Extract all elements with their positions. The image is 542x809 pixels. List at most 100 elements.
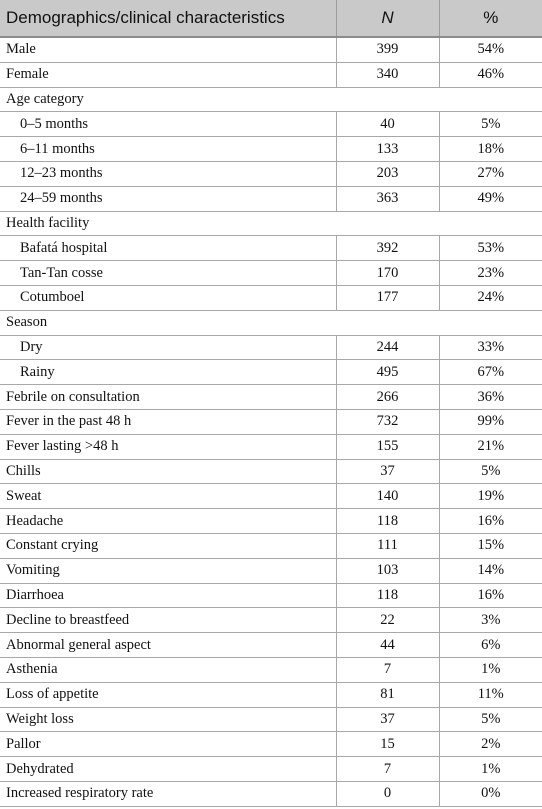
percent-cell: 21% xyxy=(438,434,542,460)
percent-cell: 23% xyxy=(438,260,542,286)
table-row: Sweat 140 19% xyxy=(0,483,542,510)
count-cell: 118 xyxy=(335,583,439,609)
percent-cell: 36% xyxy=(438,384,542,410)
count-cell: 37 xyxy=(335,707,439,733)
table-row: Vomiting 103 14% xyxy=(0,558,542,584)
percent-cell: 18% xyxy=(438,136,542,162)
characteristic-label: Increased respiratory rate xyxy=(0,781,336,807)
count-cell: 40 xyxy=(335,111,439,138)
count-cell: 203 xyxy=(335,161,439,187)
characteristic-label: Abnormal general aspect xyxy=(0,632,336,658)
characteristic-label: Fever in the past 48 h xyxy=(0,409,336,435)
characteristic-label: Bafatá hospital xyxy=(0,235,336,262)
header-percent: % xyxy=(438,0,542,38)
section-label: Age category xyxy=(0,87,542,113)
count-cell: 133 xyxy=(335,136,439,162)
count-cell: 244 xyxy=(335,335,439,361)
percent-cell: 1% xyxy=(438,657,542,683)
characteristic-label: 6–11 months xyxy=(0,136,336,162)
section-label: Season xyxy=(0,310,542,336)
characteristic-label: Decline to breastfeed xyxy=(0,607,336,634)
table-row: Headache 118 16% xyxy=(0,508,542,534)
table-row: Rainy 495 67% xyxy=(0,359,542,386)
count-cell: 340 xyxy=(335,62,439,88)
section-row: Season xyxy=(0,310,542,336)
percent-cell: 6% xyxy=(438,632,542,658)
count-cell: 111 xyxy=(335,533,439,559)
table-row: Weight loss 37 5% xyxy=(0,707,542,733)
table-row: Cotumboel 177 24% xyxy=(0,285,542,311)
count-cell: 399 xyxy=(335,37,439,63)
count-cell: 266 xyxy=(335,384,439,410)
percent-cell: 24% xyxy=(438,285,542,311)
table-row: Febrile on consultation 266 36% xyxy=(0,384,542,410)
percent-cell: 19% xyxy=(438,483,542,510)
count-cell: 177 xyxy=(335,285,439,311)
percent-cell: 14% xyxy=(438,558,542,584)
table-row: Constant crying 111 15% xyxy=(0,533,542,559)
section-row: Age category xyxy=(0,87,542,113)
table-row: Increased respiratory rate 0 0% xyxy=(0,781,542,807)
characteristic-label: Cotumboel xyxy=(0,285,336,311)
count-cell: 15 xyxy=(335,731,439,758)
characteristic-label: Headache xyxy=(0,508,336,534)
characteristic-label: Loss of appetite xyxy=(0,682,336,708)
characteristic-label: Dehydrated xyxy=(0,756,336,782)
characteristic-label: 12–23 months xyxy=(0,161,336,187)
percent-cell: 49% xyxy=(438,186,542,212)
characteristic-label: Constant crying xyxy=(0,533,336,559)
table-row: 12–23 months 203 27% xyxy=(0,161,542,187)
percent-cell: 27% xyxy=(438,161,542,187)
count-cell: 22 xyxy=(335,607,439,634)
characteristic-label: Vomiting xyxy=(0,558,336,584)
characteristic-label: Febrile on consultation xyxy=(0,384,336,410)
count-cell: 392 xyxy=(335,235,439,262)
percent-cell: 2% xyxy=(438,731,542,758)
characteristic-label: Pallor xyxy=(0,731,336,758)
characteristic-label: Sweat xyxy=(0,483,336,510)
characteristic-label: 24–59 months xyxy=(0,186,336,212)
characteristic-label: Rainy xyxy=(0,359,336,386)
header-characteristics: Demographics/clinical characteristics xyxy=(0,0,336,38)
characteristic-label: Dry xyxy=(0,335,336,361)
count-cell: 118 xyxy=(335,508,439,534)
table-row: Tan-Tan cosse 170 23% xyxy=(0,260,542,286)
table-row: Abnormal general aspect 44 6% xyxy=(0,632,542,658)
count-cell: 0 xyxy=(335,781,439,807)
table-row: 24–59 months 363 49% xyxy=(0,186,542,212)
characteristic-label: 0–5 months xyxy=(0,111,336,138)
percent-cell: 5% xyxy=(438,707,542,733)
characteristic-label: Fever lasting >48 h xyxy=(0,434,336,460)
table-body: Male 399 54% Female 340 46% Age category 0–5 mo… xyxy=(0,37,542,807)
table-row: Diarrhoea 118 16% xyxy=(0,583,542,609)
table-row: Bafatá hospital 392 53% xyxy=(0,235,542,262)
table-row: Fever lasting >48 h 155 21% xyxy=(0,434,542,460)
table-row: Decline to breastfeed 22 3% xyxy=(0,607,542,634)
percent-cell: 16% xyxy=(438,508,542,534)
table-row: Asthenia 7 1% xyxy=(0,657,542,683)
count-cell: 7 xyxy=(335,756,439,782)
table-row: Chills 37 5% xyxy=(0,459,542,485)
header-n: N xyxy=(335,0,439,38)
count-cell: 363 xyxy=(335,186,439,212)
header-row: Demographics/clinical characteristics N … xyxy=(0,0,542,38)
percent-cell: 99% xyxy=(438,409,542,435)
table-row: Female 340 46% xyxy=(0,62,542,88)
table-row: Dehydrated 7 1% xyxy=(0,756,542,782)
percent-cell: 11% xyxy=(438,682,542,708)
characteristic-label: Chills xyxy=(0,459,336,485)
table-row: Dry 244 33% xyxy=(0,335,542,361)
characteristic-label: Diarrhoea xyxy=(0,583,336,609)
section-row: Health facility xyxy=(0,211,542,237)
percent-cell: 5% xyxy=(438,459,542,485)
table-row: Male 399 54% xyxy=(0,37,542,63)
count-cell: 81 xyxy=(335,682,439,708)
percent-cell: 67% xyxy=(438,359,542,386)
table-row: Pallor 15 2% xyxy=(0,731,542,758)
percent-cell: 16% xyxy=(438,583,542,609)
percent-cell: 54% xyxy=(438,37,542,63)
percent-cell: 3% xyxy=(438,607,542,634)
characteristic-label: Tan-Tan cosse xyxy=(0,260,336,286)
percent-cell: 46% xyxy=(438,62,542,88)
percent-cell: 0% xyxy=(438,781,542,807)
